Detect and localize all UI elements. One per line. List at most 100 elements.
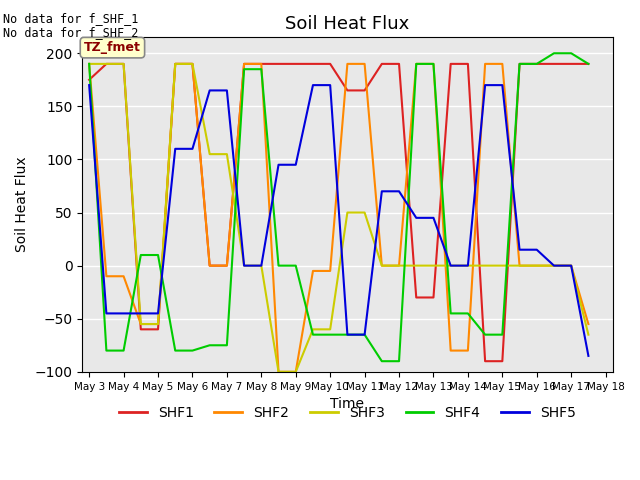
SHF4 (326, 332, 334, 337)
SHF2 (326, 268, 334, 274)
SHF4 (137, 252, 145, 258)
SHF2 (154, 321, 162, 327)
SHF5 (499, 82, 506, 88)
SHF4 (172, 348, 179, 353)
SHF1 (550, 61, 558, 67)
Line: SHF5: SHF5 (89, 85, 588, 356)
SHF1 (499, 358, 506, 364)
SHF2 (344, 61, 351, 67)
SHF1 (326, 61, 334, 67)
SHF1 (137, 326, 145, 332)
SHF2 (429, 61, 437, 67)
Title: Soil Heat Flux: Soil Heat Flux (285, 15, 410, 33)
Text: No data for f_SHF_1: No data for f_SHF_1 (3, 12, 139, 25)
SHF5 (257, 263, 265, 268)
SHF4 (102, 348, 110, 353)
Line: SHF3: SHF3 (89, 64, 588, 372)
SHF4 (85, 61, 93, 67)
SHF2 (206, 263, 214, 268)
SHF1 (412, 295, 420, 300)
SHF2 (584, 321, 592, 327)
SHF2 (292, 369, 300, 375)
SHF5 (344, 332, 351, 337)
SHF1 (395, 61, 403, 67)
SHF2 (464, 348, 472, 353)
SHF5 (378, 189, 386, 194)
SHF4 (275, 263, 282, 268)
SHF3 (292, 369, 300, 375)
SHF5 (567, 263, 575, 268)
SHF2 (85, 61, 93, 67)
SHF1 (361, 87, 369, 93)
SHF3 (550, 263, 558, 268)
SHF2 (223, 263, 231, 268)
SHF3 (447, 263, 454, 268)
SHF3 (275, 369, 282, 375)
SHF3 (309, 326, 317, 332)
Line: SHF2: SHF2 (89, 64, 588, 372)
SHF5 (120, 311, 127, 316)
SHF2 (309, 268, 317, 274)
SHF5 (172, 146, 179, 152)
SHF2 (102, 274, 110, 279)
SHF4 (361, 332, 369, 337)
SHF4 (292, 263, 300, 268)
SHF1 (429, 295, 437, 300)
SHF4 (378, 358, 386, 364)
SHF2 (533, 263, 541, 268)
SHF3 (154, 321, 162, 327)
SHF2 (257, 61, 265, 67)
SHF1 (189, 61, 196, 67)
Text: TZ_fmet: TZ_fmet (84, 41, 141, 54)
SHF4 (223, 342, 231, 348)
Text: No data for f_SHF_2: No data for f_SHF_2 (3, 26, 139, 39)
SHF3 (206, 151, 214, 157)
Line: SHF4: SHF4 (89, 53, 588, 361)
SHF5 (326, 82, 334, 88)
SHF4 (464, 311, 472, 316)
SHF5 (395, 189, 403, 194)
SHF4 (154, 252, 162, 258)
SHF4 (240, 66, 248, 72)
SHF1 (567, 61, 575, 67)
SHF5 (464, 263, 472, 268)
SHF5 (361, 332, 369, 337)
SHF3 (567, 263, 575, 268)
SHF3 (85, 61, 93, 67)
SHF2 (240, 61, 248, 67)
SHF1 (584, 61, 592, 67)
SHF5 (206, 87, 214, 93)
SHF2 (481, 61, 489, 67)
SHF5 (102, 311, 110, 316)
Y-axis label: Soil Heat Flux: Soil Heat Flux (15, 157, 29, 252)
SHF4 (395, 358, 403, 364)
SHF3 (102, 61, 110, 67)
SHF4 (447, 311, 454, 316)
SHF3 (223, 151, 231, 157)
SHF4 (257, 66, 265, 72)
SHF2 (361, 61, 369, 67)
SHF1 (154, 326, 162, 332)
SHF5 (292, 162, 300, 168)
SHF3 (172, 61, 179, 67)
SHF3 (326, 326, 334, 332)
SHF1 (172, 61, 179, 67)
SHF3 (429, 263, 437, 268)
SHF1 (309, 61, 317, 67)
SHF3 (240, 263, 248, 268)
SHF3 (257, 263, 265, 268)
SHF1 (481, 358, 489, 364)
SHF5 (516, 247, 524, 252)
X-axis label: Time: Time (330, 397, 364, 411)
SHF4 (567, 50, 575, 56)
SHF5 (550, 263, 558, 268)
SHF1 (275, 61, 282, 67)
SHF4 (481, 332, 489, 337)
SHF2 (412, 61, 420, 67)
SHF4 (550, 50, 558, 56)
SHF3 (464, 263, 472, 268)
SHF4 (206, 342, 214, 348)
SHF2 (378, 263, 386, 268)
SHF1 (378, 61, 386, 67)
SHF5 (189, 146, 196, 152)
